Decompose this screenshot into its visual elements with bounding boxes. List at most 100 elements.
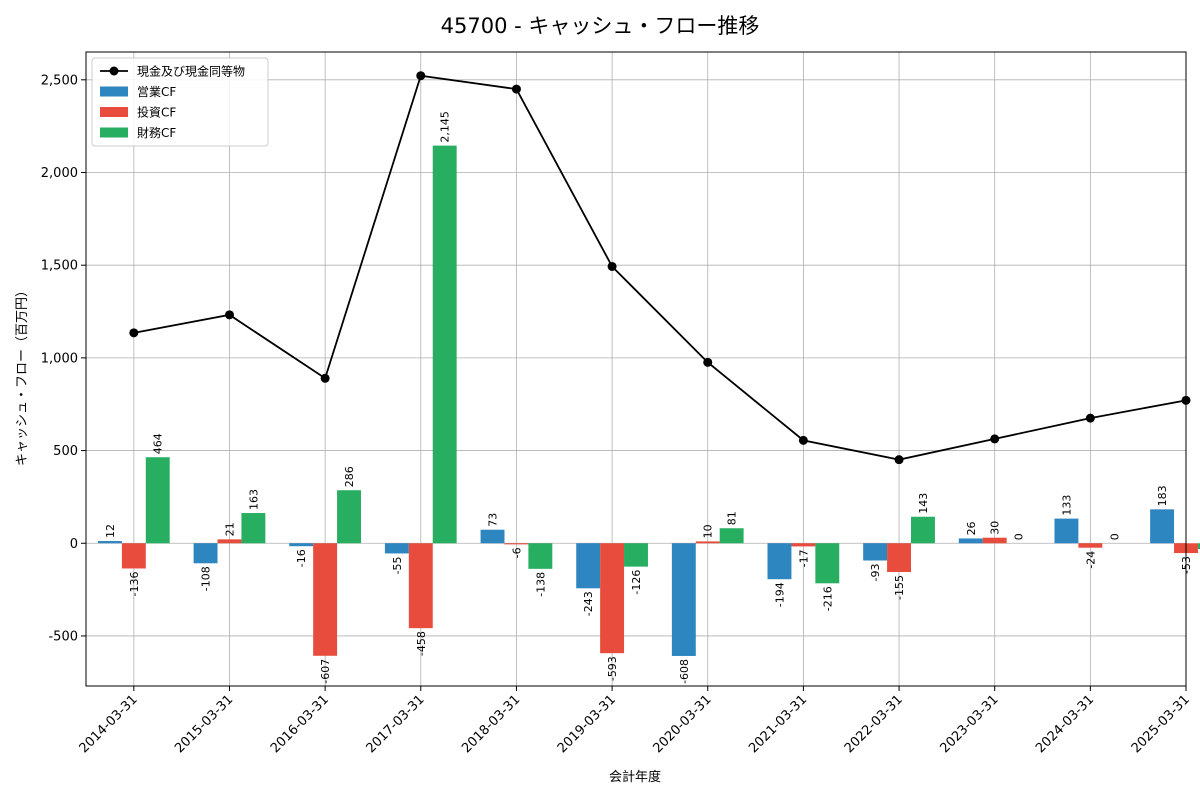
bar	[1054, 518, 1079, 544]
bar-value-label: 21	[223, 522, 236, 536]
bar-value-label: 26	[965, 521, 978, 535]
bar-value-label: 143	[917, 493, 930, 514]
bar	[408, 543, 433, 629]
bar	[337, 490, 361, 544]
cash-line-point	[607, 261, 617, 271]
bar	[528, 543, 553, 569]
bar	[600, 543, 625, 654]
legend-entry-label: 財務CF	[137, 125, 176, 140]
x-tick-label: 2024-03-31	[1033, 692, 1097, 756]
bar	[671, 543, 696, 656]
bar-value-label: 81	[726, 511, 739, 525]
x-tick-label: 2014-03-31	[77, 692, 141, 756]
bar-value-label: -194	[773, 582, 786, 607]
bar	[193, 543, 218, 564]
x-tick-label: 2022-03-31	[842, 692, 906, 756]
legend-entry-label: 営業CF	[137, 85, 176, 99]
bars	[97, 145, 1200, 656]
bar-value-label: 0	[1108, 533, 1121, 540]
bar-value-label: 10	[702, 524, 715, 538]
y-tick-label: 2,000	[41, 166, 78, 181]
bar-value-label: -155	[893, 575, 906, 600]
bar-value-label: -93	[869, 563, 882, 581]
axes: 2014-03-31 2015-03-31 2016-03-31 2017-03-31…	[41, 73, 1193, 756]
bar	[815, 543, 840, 584]
bar-value-label: 464	[152, 433, 165, 454]
bar-value-label: -6	[510, 547, 523, 558]
bar	[1078, 543, 1103, 548]
x-tick-label: 2018-03-31	[459, 692, 523, 756]
bar-value-label: -136	[128, 571, 141, 596]
cash-line-point	[1085, 413, 1095, 423]
x-tick-label: 2021-03-31	[746, 692, 810, 756]
x-tick-label: 2015-03-31	[172, 692, 236, 756]
bar	[432, 145, 457, 544]
bar	[695, 541, 720, 544]
legend-entry-label: 現金及び現金同等物	[137, 64, 245, 79]
bar	[1197, 543, 1200, 550]
x-tick-label: 2025-03-31	[1129, 692, 1193, 756]
bar-value-label: 12	[104, 524, 117, 538]
plot-frame	[85, 51, 1187, 687]
y-axis-label: キャッシュ・フロー（百万円）	[15, 284, 30, 466]
legend-box	[91, 57, 269, 147]
y-tick-label: 1,500	[41, 259, 78, 274]
bar	[289, 543, 314, 547]
y-tick-label: 500	[53, 444, 78, 459]
bar-value-label: -55	[391, 556, 404, 574]
y-tick-label: -500	[48, 629, 78, 644]
bar	[982, 537, 1007, 544]
bar-value-label: -16	[295, 549, 308, 567]
bar	[241, 513, 266, 544]
bar	[576, 543, 601, 589]
bar	[313, 543, 338, 656]
bar-value-label: -458	[415, 631, 428, 656]
bar	[719, 528, 744, 544]
cash-line-point	[798, 435, 808, 445]
bar-value-label: -138	[534, 572, 547, 597]
bar-value-label: 0	[1013, 533, 1026, 540]
bar	[863, 543, 888, 561]
bar-value-label: 2,145	[439, 111, 452, 143]
x-tick-label: 2016-03-31	[268, 692, 332, 756]
bar-value-label: 163	[247, 489, 260, 510]
bar-value-label: -607	[319, 659, 332, 684]
bar-value-label: -108	[200, 566, 213, 591]
y-tick-label: 2,500	[41, 73, 78, 88]
y-tick-label: 1,000	[41, 351, 78, 366]
x-tick-label: 2020-03-31	[651, 692, 715, 756]
x-tick-label: 2019-03-31	[555, 692, 619, 756]
bar-value-label: -593	[606, 656, 619, 681]
bar-value-label: 133	[1060, 495, 1073, 516]
cash-line-point	[320, 373, 330, 383]
bar	[767, 543, 792, 580]
cash-line-point	[224, 310, 234, 320]
cash-line-point	[990, 434, 1000, 444]
bar	[217, 539, 242, 544]
bar-value-label: -24	[1084, 551, 1097, 569]
cash-line-point	[511, 84, 521, 94]
bar	[1150, 509, 1175, 544]
cash-line-point	[703, 357, 713, 367]
bar-value-label: 286	[343, 466, 356, 487]
chart-title: 45700 - キャッシュ・フロー推移	[441, 14, 760, 38]
cash-line-point	[416, 71, 426, 81]
bar	[958, 538, 983, 544]
legend-bar-swatch	[100, 107, 128, 117]
bar	[911, 516, 935, 544]
bar-value-label: -243	[582, 591, 595, 616]
cash-line-point	[129, 328, 139, 338]
bar	[480, 529, 505, 544]
legend-bar-swatch	[100, 86, 128, 97]
bar	[121, 543, 146, 569]
bar	[97, 541, 122, 544]
bar-value-label: -126	[630, 570, 643, 595]
cash-line	[129, 71, 1191, 465]
bar-value-label: -17	[797, 549, 810, 567]
y-tick-label: 0	[70, 537, 78, 552]
bar-value-label: -608	[678, 659, 691, 684]
bar	[887, 543, 911, 572]
bar	[791, 543, 816, 547]
